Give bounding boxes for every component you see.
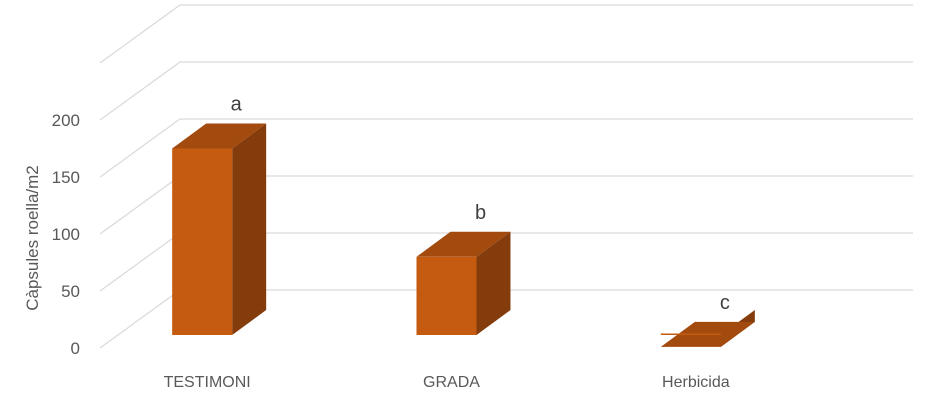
bar-grada [416,231,511,335]
gridline [99,4,913,64]
x-tick-label: GRADA [423,374,480,391]
x-tick-label: TESTIMONI [164,374,251,391]
bar-testimoni [172,123,267,335]
y-tick-label: 50 [61,282,80,301]
y-tick-label: 200 [52,111,80,130]
x-axis-ticks: TESTIMONI GRADA Herbicida [164,374,730,391]
y-tick-label: 0 [71,339,80,358]
bar-top [416,231,511,257]
bar-top [172,123,267,149]
bar-front [172,148,233,335]
gridline [99,118,913,178]
data-label: b [475,202,486,224]
data-label: a [231,94,243,116]
bar-side [476,231,511,335]
y-axis-ticks: 0 50 100 150 200 [52,111,80,358]
gridline [99,61,913,121]
data-labels: a b c [231,94,730,314]
bar-herbicida [660,310,755,347]
bars [172,123,755,347]
x-tick-label: Herbicida [662,374,730,391]
y-axis-label: Càpsules roella/m2 [23,165,42,311]
bar-side [232,123,267,335]
bar-front [660,333,721,335]
bar-front [416,256,477,335]
y-tick-label: 100 [52,225,80,244]
data-label: c [720,292,730,314]
y-tick-label: 150 [52,168,80,187]
